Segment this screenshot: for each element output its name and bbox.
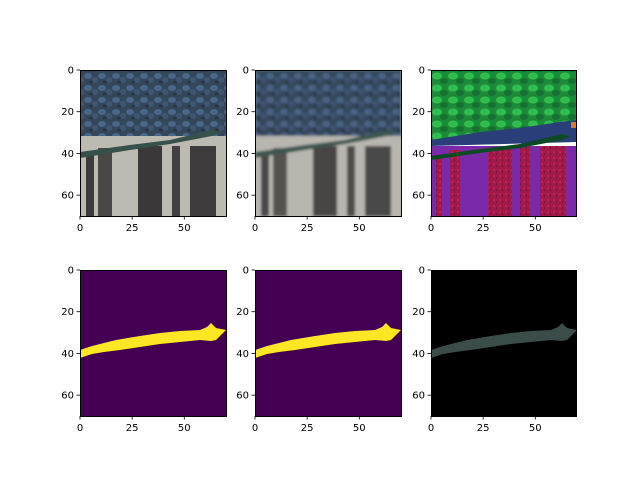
y-tick-label: 20 (236, 307, 249, 318)
y-tick-label: 0 (243, 266, 249, 277)
x-tick-label: 25 (477, 423, 490, 434)
x-tick-label: 25 (477, 223, 490, 234)
x-tick-label: 50 (178, 423, 191, 434)
axes-frame (431, 270, 577, 417)
y-tick-label: 20 (236, 107, 249, 118)
mask-foreground (255, 323, 401, 358)
axes-frame (431, 70, 577, 217)
axes-frame (255, 70, 402, 217)
x-tick-label: 0 (77, 223, 83, 234)
masked-object (431, 323, 577, 358)
panel-false-color (431, 70, 577, 217)
y-tick-label: 60 (412, 391, 425, 402)
y-tick-label: 0 (419, 66, 425, 77)
x-tick-label: 50 (353, 423, 366, 434)
panel-image (431, 70, 577, 216)
y-tick-label: 20 (61, 107, 74, 118)
x-tick-label: 25 (126, 423, 139, 434)
x-tick-label: 0 (252, 223, 258, 234)
y-tick-label: 40 (61, 349, 74, 360)
y-tick-label: 40 (236, 349, 249, 360)
y-tick-label: 60 (236, 391, 249, 402)
y-tick-label: 60 (61, 191, 74, 202)
panel-image (80, 70, 226, 216)
y-tick-label: 0 (243, 66, 249, 77)
x-tick-label: 50 (178, 223, 191, 234)
y-tick-label: 60 (236, 191, 249, 202)
panel-rgb-original (80, 70, 227, 217)
x-tick-label: 0 (77, 423, 83, 434)
x-tick-label: 50 (353, 223, 366, 234)
panel-rgb-blurred (255, 70, 402, 217)
y-tick-label: 0 (68, 66, 74, 77)
y-tick-label: 60 (61, 391, 74, 402)
axes-frame (80, 70, 227, 217)
axes-frame (255, 270, 402, 417)
y-tick-label: 20 (412, 307, 425, 318)
mask-foreground (80, 323, 226, 358)
y-tick-label: 0 (68, 266, 74, 277)
x-tick-label: 25 (301, 223, 314, 234)
y-tick-label: 40 (236, 149, 249, 160)
y-tick-label: 40 (412, 349, 425, 360)
y-tick-label: 0 (419, 266, 425, 277)
y-tick-label: 20 (412, 107, 425, 118)
x-tick-label: 25 (126, 223, 139, 234)
x-tick-label: 0 (428, 223, 434, 234)
panel-mask-b (255, 270, 402, 417)
y-tick-label: 40 (412, 149, 425, 160)
tick-layer: 0 25 50 0 20 40 60 0 25 50 0 20 40 60 0 25 50 0 20 40 60 0 25 5… (61, 66, 541, 435)
y-tick-label: 20 (61, 307, 74, 318)
x-tick-label: 50 (529, 423, 542, 434)
x-tick-label: 0 (252, 423, 258, 434)
panel-image (255, 70, 401, 216)
x-tick-label: 25 (301, 423, 314, 434)
panel-masked-overlay (431, 270, 577, 417)
x-tick-label: 50 (529, 223, 542, 234)
panel-mask-a (80, 270, 227, 417)
axes-frame (80, 270, 227, 417)
x-tick-label: 0 (428, 423, 434, 434)
y-tick-label: 60 (412, 191, 425, 202)
y-tick-label: 40 (61, 149, 74, 160)
